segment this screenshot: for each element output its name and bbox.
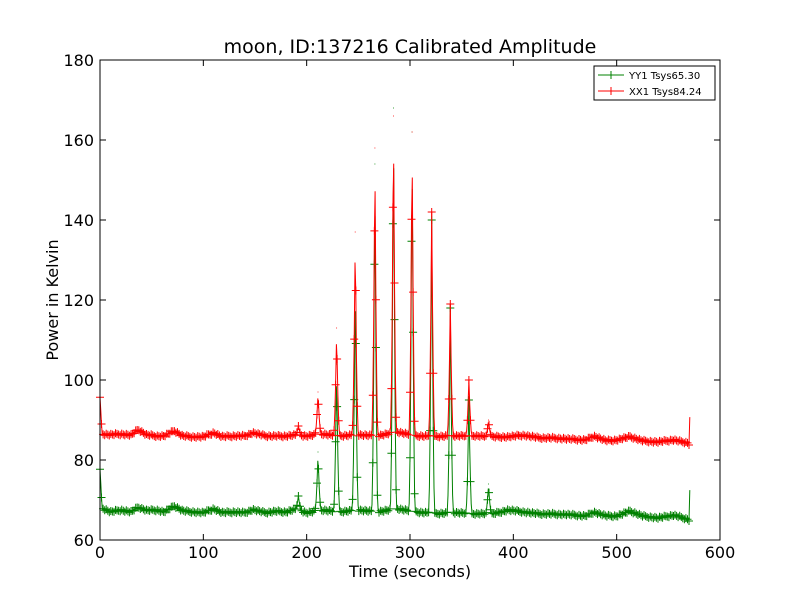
peak-point: [488, 419, 489, 421]
y-tick-label: 60: [74, 531, 94, 550]
x-axis: 0 100 200 300 400 500 600: [95, 60, 735, 562]
x-axis-title: Time (seconds): [348, 562, 471, 581]
legend: YY1 Tsys65.30 XX1 Tsys84.24: [593, 65, 716, 101]
peak-point: [468, 379, 470, 381]
peak-point: [317, 451, 319, 453]
legend-marker-yy1: [607, 71, 615, 79]
peak-point: [317, 391, 319, 393]
chart-title: moon, ID:137216 Calibrated Amplitude: [224, 36, 597, 58]
peak-point: [297, 495, 299, 497]
peak-point: [449, 303, 451, 305]
peak-point: [488, 483, 489, 485]
peak-point: [374, 163, 376, 165]
x-tick-label: 200: [291, 543, 322, 562]
x-tick-label: 100: [188, 543, 219, 562]
x-tick-label: 600: [705, 543, 736, 562]
peak-point: [393, 107, 394, 109]
peak-point: [336, 327, 338, 329]
peak-point: [354, 231, 356, 233]
peak-point: [374, 147, 376, 149]
x-tick-label: 300: [395, 543, 426, 562]
peak-point: [393, 115, 394, 117]
peak-point: [411, 131, 413, 133]
y-tick-label: 100: [63, 371, 94, 390]
y-tick-label: 160: [63, 131, 94, 150]
peak-point: [297, 425, 299, 427]
y-tick-label: 80: [74, 451, 94, 470]
x-tick-label: 400: [498, 543, 529, 562]
y-axis: 60 80 100 120 140 160 180: [63, 51, 720, 550]
legend-marker-xx1: [607, 87, 615, 95]
y-axis-title: Power in Kelvin: [43, 239, 62, 360]
y-tick-label: 140: [63, 211, 94, 230]
x-tick-label: 0: [95, 543, 105, 562]
y-tick-label: 120: [63, 291, 94, 310]
legend-label-yy1: YY1 Tsys65.30: [628, 71, 700, 82]
peak-point: [431, 211, 433, 213]
legend-label-xx1: XX1 Tsys84.24: [629, 87, 702, 98]
legend-box: [593, 65, 716, 101]
y-tick-label: 180: [63, 51, 94, 70]
x-tick-label: 500: [601, 543, 632, 562]
